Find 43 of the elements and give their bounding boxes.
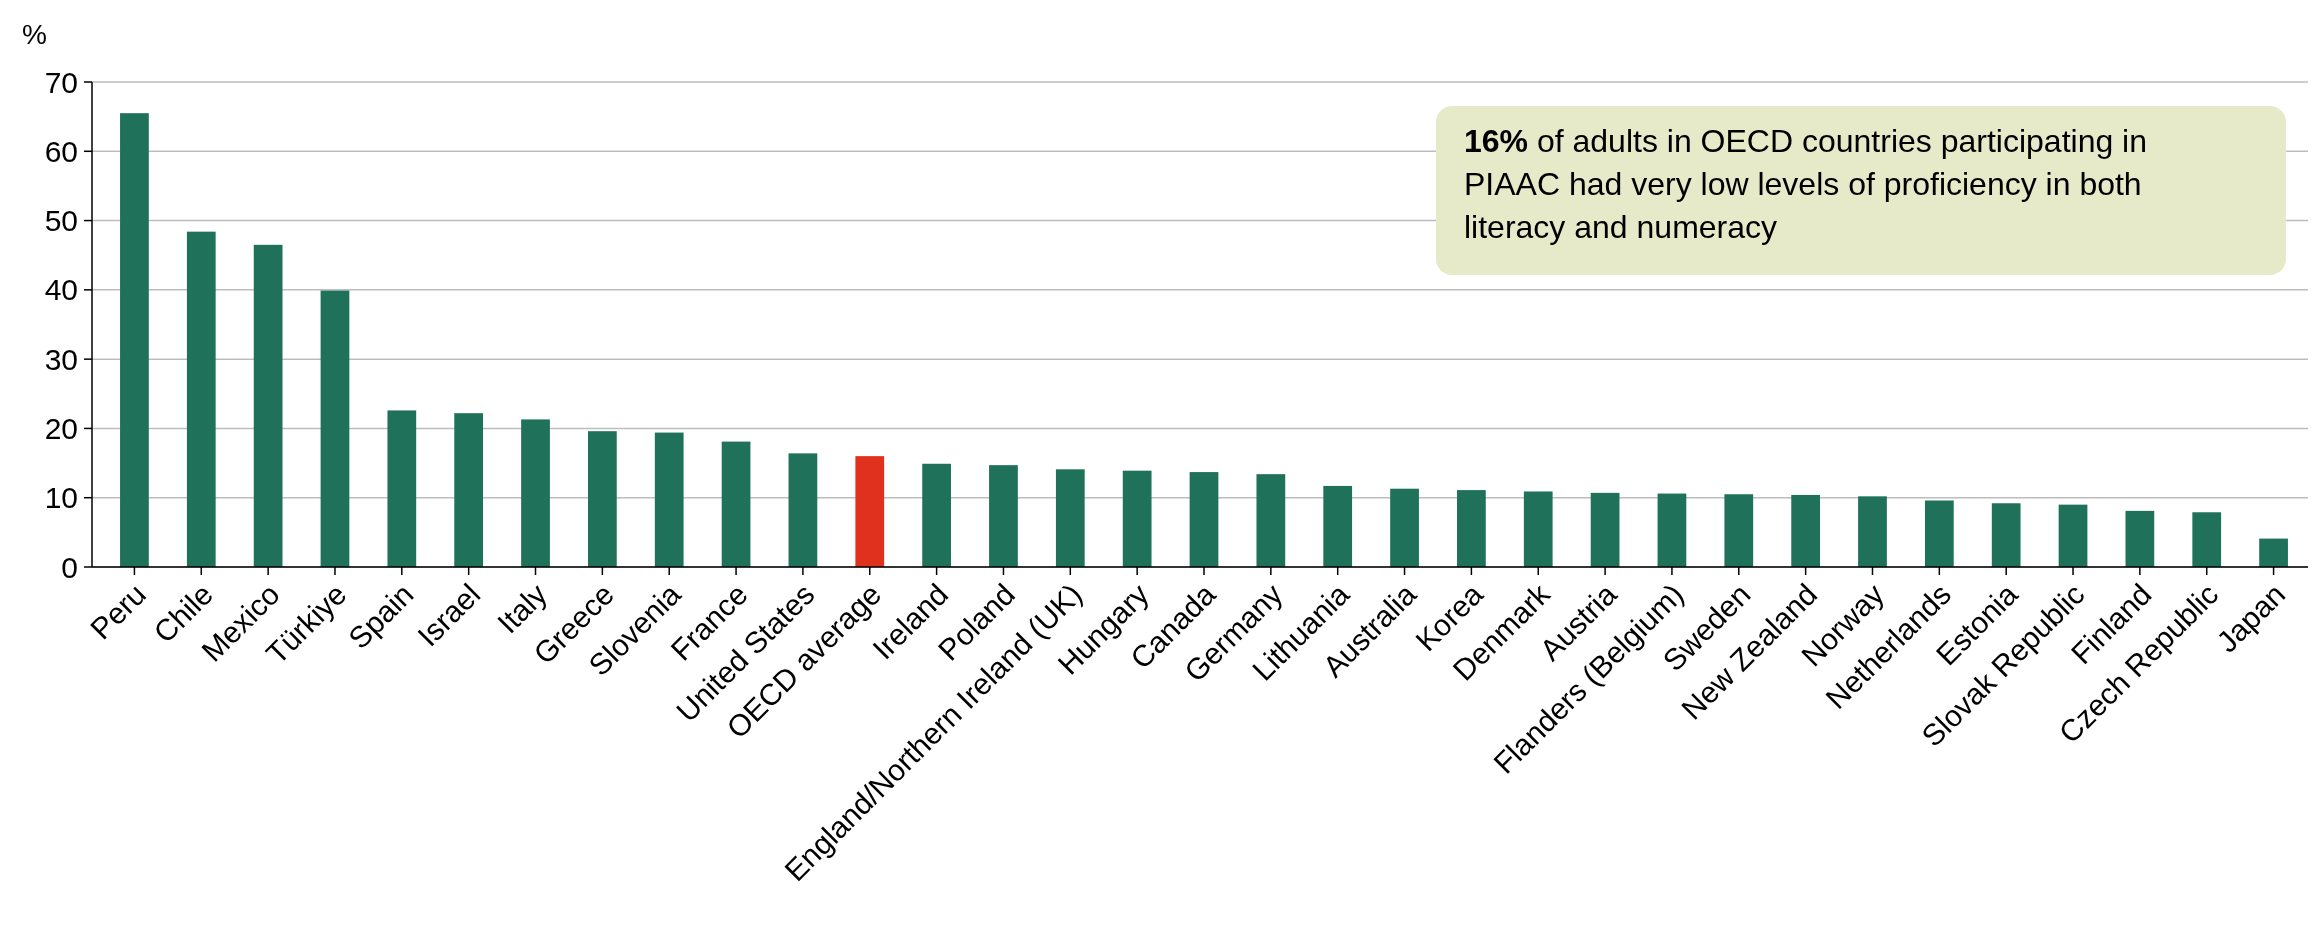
bar [387,410,417,567]
bar [1390,488,1419,567]
bar [2058,504,2088,567]
y-tick-label: 20 [44,411,78,445]
bar [521,419,550,567]
bar [654,432,684,567]
y-tick-label: 30 [44,342,78,376]
bar [1189,472,1219,567]
bar [1457,490,1486,567]
y-axis-title: % [22,19,47,50]
bar [1858,496,1887,567]
bar [1924,500,1954,567]
bar [855,456,885,567]
bar [1323,485,1353,567]
bar [788,453,818,567]
bar [1122,470,1152,567]
y-tick-label: 70 [44,65,78,99]
bar [1055,469,1085,567]
bar [253,244,283,567]
bar [120,113,149,567]
bar [2259,538,2288,567]
bar [186,231,216,567]
y-tick-label: 0 [61,550,78,584]
bar [1590,492,1620,567]
bar [1724,494,1754,567]
y-tick-label: 50 [44,204,78,238]
bar [721,441,751,567]
bar [2125,510,2155,567]
bar [587,431,617,567]
text: 16% of adults in OECD countries participating in PIAAC had very low levels of proficiency in both literacy and numeracy [1464,123,2148,245]
y-tick-label: 40 [44,273,78,307]
bar [1791,494,1820,567]
bar [2192,512,2222,567]
bar [1523,491,1553,567]
bar [922,463,951,567]
y-tick-label: 10 [44,481,78,515]
bar [1657,493,1687,567]
y-tick-label: 60 [44,134,78,168]
bar [320,290,350,567]
bar [1991,503,2021,567]
bar [454,413,484,567]
bar [1256,474,1286,567]
bar [989,465,1018,567]
